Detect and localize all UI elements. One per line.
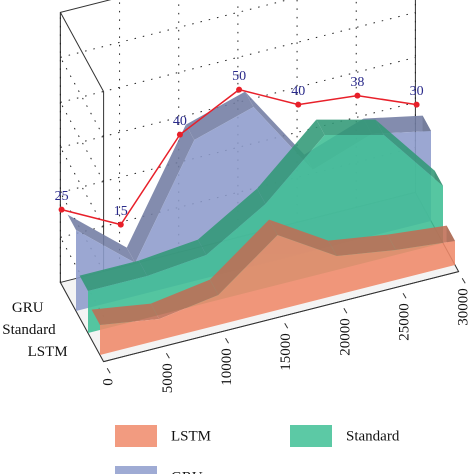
area-top — [91, 303, 160, 325]
area-top — [257, 119, 325, 204]
area-top — [138, 239, 207, 276]
x-axis — [103, 271, 459, 363]
x-tick-label: 20000 — [337, 318, 353, 356]
area-top — [185, 91, 254, 140]
area-top — [67, 214, 136, 263]
area-top — [269, 219, 337, 256]
value-label: 40 — [173, 114, 187, 129]
x-tick-label: 25000 — [396, 303, 412, 341]
value-label: 40 — [291, 84, 305, 99]
z-tick-label: Standard — [2, 322, 56, 338]
value-label: 38 — [350, 75, 364, 90]
line-point — [176, 131, 183, 138]
z-tick-label: LSTM — [28, 344, 68, 360]
x-tick — [402, 292, 407, 299]
series-group — [91, 219, 455, 355]
legend-label: Standard — [346, 428, 400, 444]
x-tick — [343, 307, 348, 314]
value-label: 50 — [232, 69, 246, 84]
area-top — [150, 279, 219, 319]
legend-swatch — [290, 425, 332, 447]
value-label: 25 — [55, 189, 69, 204]
x-tick-label: 10000 — [219, 348, 235, 386]
x-tick-label: 0 — [101, 378, 117, 386]
x-tick-label: 5000 — [160, 363, 176, 393]
legend-swatch — [115, 425, 157, 447]
x-tick — [461, 277, 466, 284]
area-top — [316, 119, 384, 135]
x-tick — [106, 367, 111, 374]
line-point — [117, 221, 124, 228]
value-label: 15 — [114, 204, 128, 219]
area-top — [126, 124, 195, 263]
line-point — [236, 86, 243, 93]
value-label: 30 — [410, 84, 424, 99]
x-tick — [225, 337, 229, 344]
legend-label: GRU — [171, 469, 203, 474]
x-tick-label: 15000 — [278, 333, 294, 371]
x-tick-label: 30000 — [456, 288, 472, 326]
legend-label: LSTM — [171, 428, 211, 444]
area-top — [197, 188, 266, 255]
area-top — [375, 119, 443, 186]
area — [100, 235, 455, 355]
x-tick — [165, 352, 170, 359]
z-tick-label: GRU — [12, 300, 44, 316]
line-point — [413, 101, 420, 108]
area-top — [209, 219, 278, 295]
legend-swatch — [115, 466, 157, 474]
line-point — [295, 101, 302, 108]
x-tick — [284, 322, 289, 329]
area-top — [387, 225, 455, 250]
area-top — [79, 260, 148, 291]
line-point — [354, 92, 361, 99]
line-point — [58, 206, 65, 213]
area-top — [328, 234, 396, 256]
